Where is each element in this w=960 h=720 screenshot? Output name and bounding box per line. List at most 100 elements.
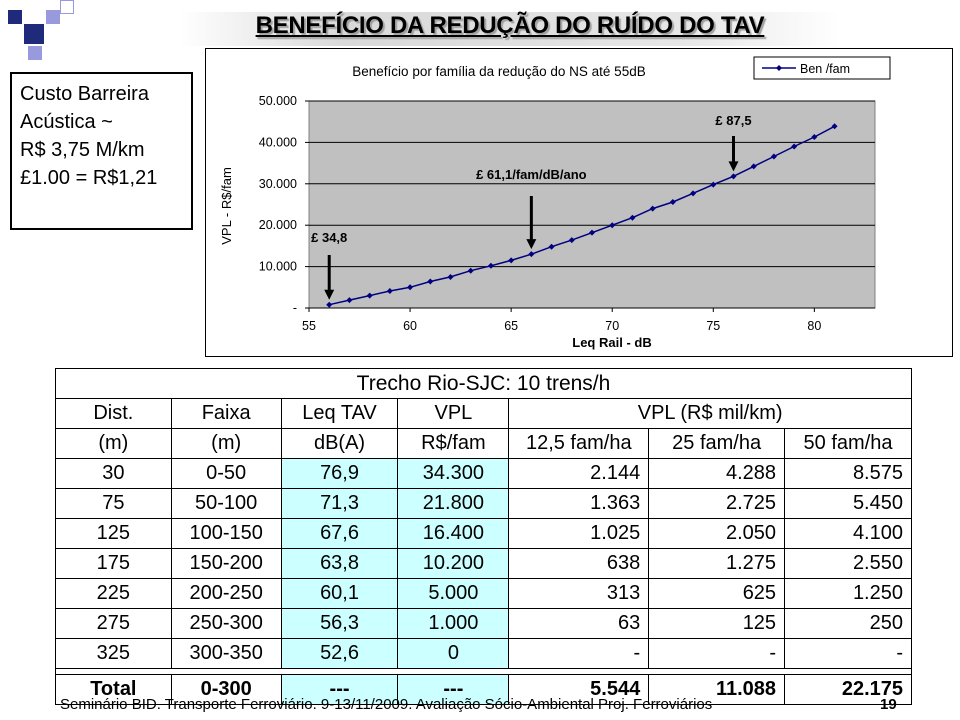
chart-title: Benefício por família da redução do NS a… bbox=[352, 64, 645, 79]
info-line-3: R$ 3,75 M/km bbox=[20, 139, 145, 161]
data-point bbox=[427, 278, 434, 285]
cell-25: 125 bbox=[648, 608, 786, 639]
info-box: Custo Barreira Acústica ~ R$ 3,75 M/km £… bbox=[10, 72, 193, 230]
header-leq: Leq TAV bbox=[280, 398, 399, 429]
header-vpl: VPL bbox=[397, 398, 510, 429]
plot-area bbox=[308, 100, 876, 309]
data-point bbox=[791, 143, 798, 150]
annotation-label: £ 34,8 bbox=[311, 230, 347, 245]
cell-vpl: 10.200 bbox=[397, 548, 510, 579]
cell-12-5: - bbox=[508, 638, 650, 669]
cell-vpl: 5.000 bbox=[397, 578, 510, 609]
cell-dist: 125 bbox=[55, 518, 172, 549]
decor-square-lavender-3 bbox=[28, 46, 42, 60]
cell-leq: 60,1 bbox=[280, 578, 399, 609]
header-dist: Dist. bbox=[55, 398, 172, 429]
table-row: 30 0-50 76,9 34.300 2.144 4.288 8.575 bbox=[55, 458, 912, 489]
table-body: 30 0-50 76,9 34.300 2.144 4.288 8.575 75… bbox=[55, 458, 912, 669]
legend-box bbox=[753, 56, 891, 80]
tick-label-y: 30.000 bbox=[259, 177, 297, 191]
data-point bbox=[326, 301, 333, 308]
cell-faixa: 100-150 bbox=[170, 518, 282, 549]
legend-label: Ben /fam bbox=[800, 62, 850, 76]
cell-leq: 71,3 bbox=[280, 488, 399, 519]
data-point bbox=[710, 181, 717, 188]
cell-dist: 175 bbox=[55, 548, 172, 579]
cell-vpl: 1.000 bbox=[397, 608, 510, 639]
table-row: 225 200-250 60,1 5.000 313 625 1.250 bbox=[55, 578, 912, 609]
cell-50: 4.100 bbox=[784, 518, 912, 549]
data-point bbox=[548, 243, 555, 250]
total-label: Total bbox=[55, 674, 172, 705]
cell-50: 1.250 bbox=[784, 578, 912, 609]
series-line bbox=[329, 125, 835, 306]
unit-25: 25 fam/ha bbox=[648, 428, 786, 459]
cell-25: - bbox=[648, 638, 786, 669]
cell-25: 1.275 bbox=[648, 548, 786, 579]
cell-50: 5.450 bbox=[784, 488, 912, 519]
cell-leq: 76,9 bbox=[280, 458, 399, 489]
data-point bbox=[811, 134, 818, 141]
cell-12-5: 2.144 bbox=[508, 458, 650, 489]
tick-label-y: 50.000 bbox=[259, 94, 297, 108]
header-faixa: Faixa bbox=[170, 398, 282, 429]
data-point bbox=[649, 205, 656, 212]
cell-12-5: 1.363 bbox=[508, 488, 650, 519]
cell-faixa: 50-100 bbox=[170, 488, 282, 519]
data-point bbox=[609, 222, 616, 229]
unit-vpl: R$/fam bbox=[397, 428, 510, 459]
tick-label-x: 75 bbox=[706, 319, 720, 333]
cell-faixa: 200-250 bbox=[170, 578, 282, 609]
table-row: 275 250-300 56,3 1.000 63 125 250 bbox=[55, 608, 912, 639]
tick-label-y: 20.000 bbox=[259, 218, 297, 232]
chart-frame: Benefício por família da redução do NS a… bbox=[205, 48, 953, 357]
data-point bbox=[568, 237, 575, 244]
data-point bbox=[508, 257, 515, 264]
data-point bbox=[589, 229, 595, 236]
tick-label-y: 10.000 bbox=[259, 260, 297, 274]
page-number: 19 bbox=[880, 696, 897, 713]
table-caption: Trecho Rio-SJC: 10 trens/h bbox=[55, 368, 912, 399]
cell-25: 4.288 bbox=[648, 458, 786, 489]
tick-label-y: - bbox=[293, 301, 297, 315]
cell-dist: 325 bbox=[55, 638, 172, 669]
cell-dist: 275 bbox=[55, 608, 172, 639]
cell-50: 8.575 bbox=[784, 458, 912, 489]
decor-square-navy-2 bbox=[24, 24, 44, 44]
total-row: Total 0-300 --- --- 5.544 11.088 22.175 bbox=[55, 674, 912, 705]
cell-faixa: 250-300 bbox=[170, 608, 282, 639]
info-line-2: Acústica ~ bbox=[20, 111, 113, 133]
data-point bbox=[750, 163, 757, 170]
tick-label-x: 65 bbox=[504, 319, 518, 333]
cell-leq: 52,6 bbox=[280, 638, 399, 669]
data-point bbox=[629, 214, 636, 221]
data-point bbox=[770, 153, 777, 160]
decor-square-lavender-1 bbox=[46, 10, 60, 24]
info-line-5: £1.00 = R$1,21 bbox=[20, 167, 158, 189]
x-axis-label: Leq Rail - dB bbox=[572, 335, 651, 350]
total-50: 22.175 bbox=[784, 674, 912, 705]
tick-label-y: 40.000 bbox=[259, 135, 297, 149]
table-row: 175 150-200 63,8 10.200 638 1.275 2.550 bbox=[55, 548, 912, 579]
slide-title: BENEFÍCIO DA REDUÇÃO DO RUÍDO DO TAV bbox=[255, 12, 765, 39]
cell-vpl: 0 bbox=[397, 638, 510, 669]
cell-leq: 56,3 bbox=[280, 608, 399, 639]
unit-dist: (m) bbox=[55, 428, 172, 459]
cell-25: 2.725 bbox=[648, 488, 786, 519]
annotation-label: £ 61,1/fam/dB/ano bbox=[476, 167, 587, 182]
tick-label-x: 55 bbox=[302, 319, 316, 333]
annotation-arrow-head bbox=[526, 239, 537, 250]
cell-12-5: 63 bbox=[508, 608, 650, 639]
annotations-group: £ 34,8 £ 61,1/fam/dB/ano £ 87,5 bbox=[311, 113, 752, 300]
annotation-arrow-head bbox=[728, 161, 739, 172]
data-point bbox=[407, 284, 414, 291]
tick-label-x: 70 bbox=[605, 319, 619, 333]
data-point bbox=[467, 267, 474, 274]
annotation-arrow-head bbox=[324, 289, 335, 300]
grid-group bbox=[309, 100, 875, 268]
y-axis-label: VPL - R$/fam bbox=[219, 167, 234, 245]
table-row: 325 300-350 52,6 0 - - - bbox=[55, 638, 912, 669]
data-point bbox=[831, 123, 838, 130]
chart-svg: Benefício por família da redução do NS a… bbox=[219, 56, 891, 350]
cell-50: 2.550 bbox=[784, 548, 912, 579]
